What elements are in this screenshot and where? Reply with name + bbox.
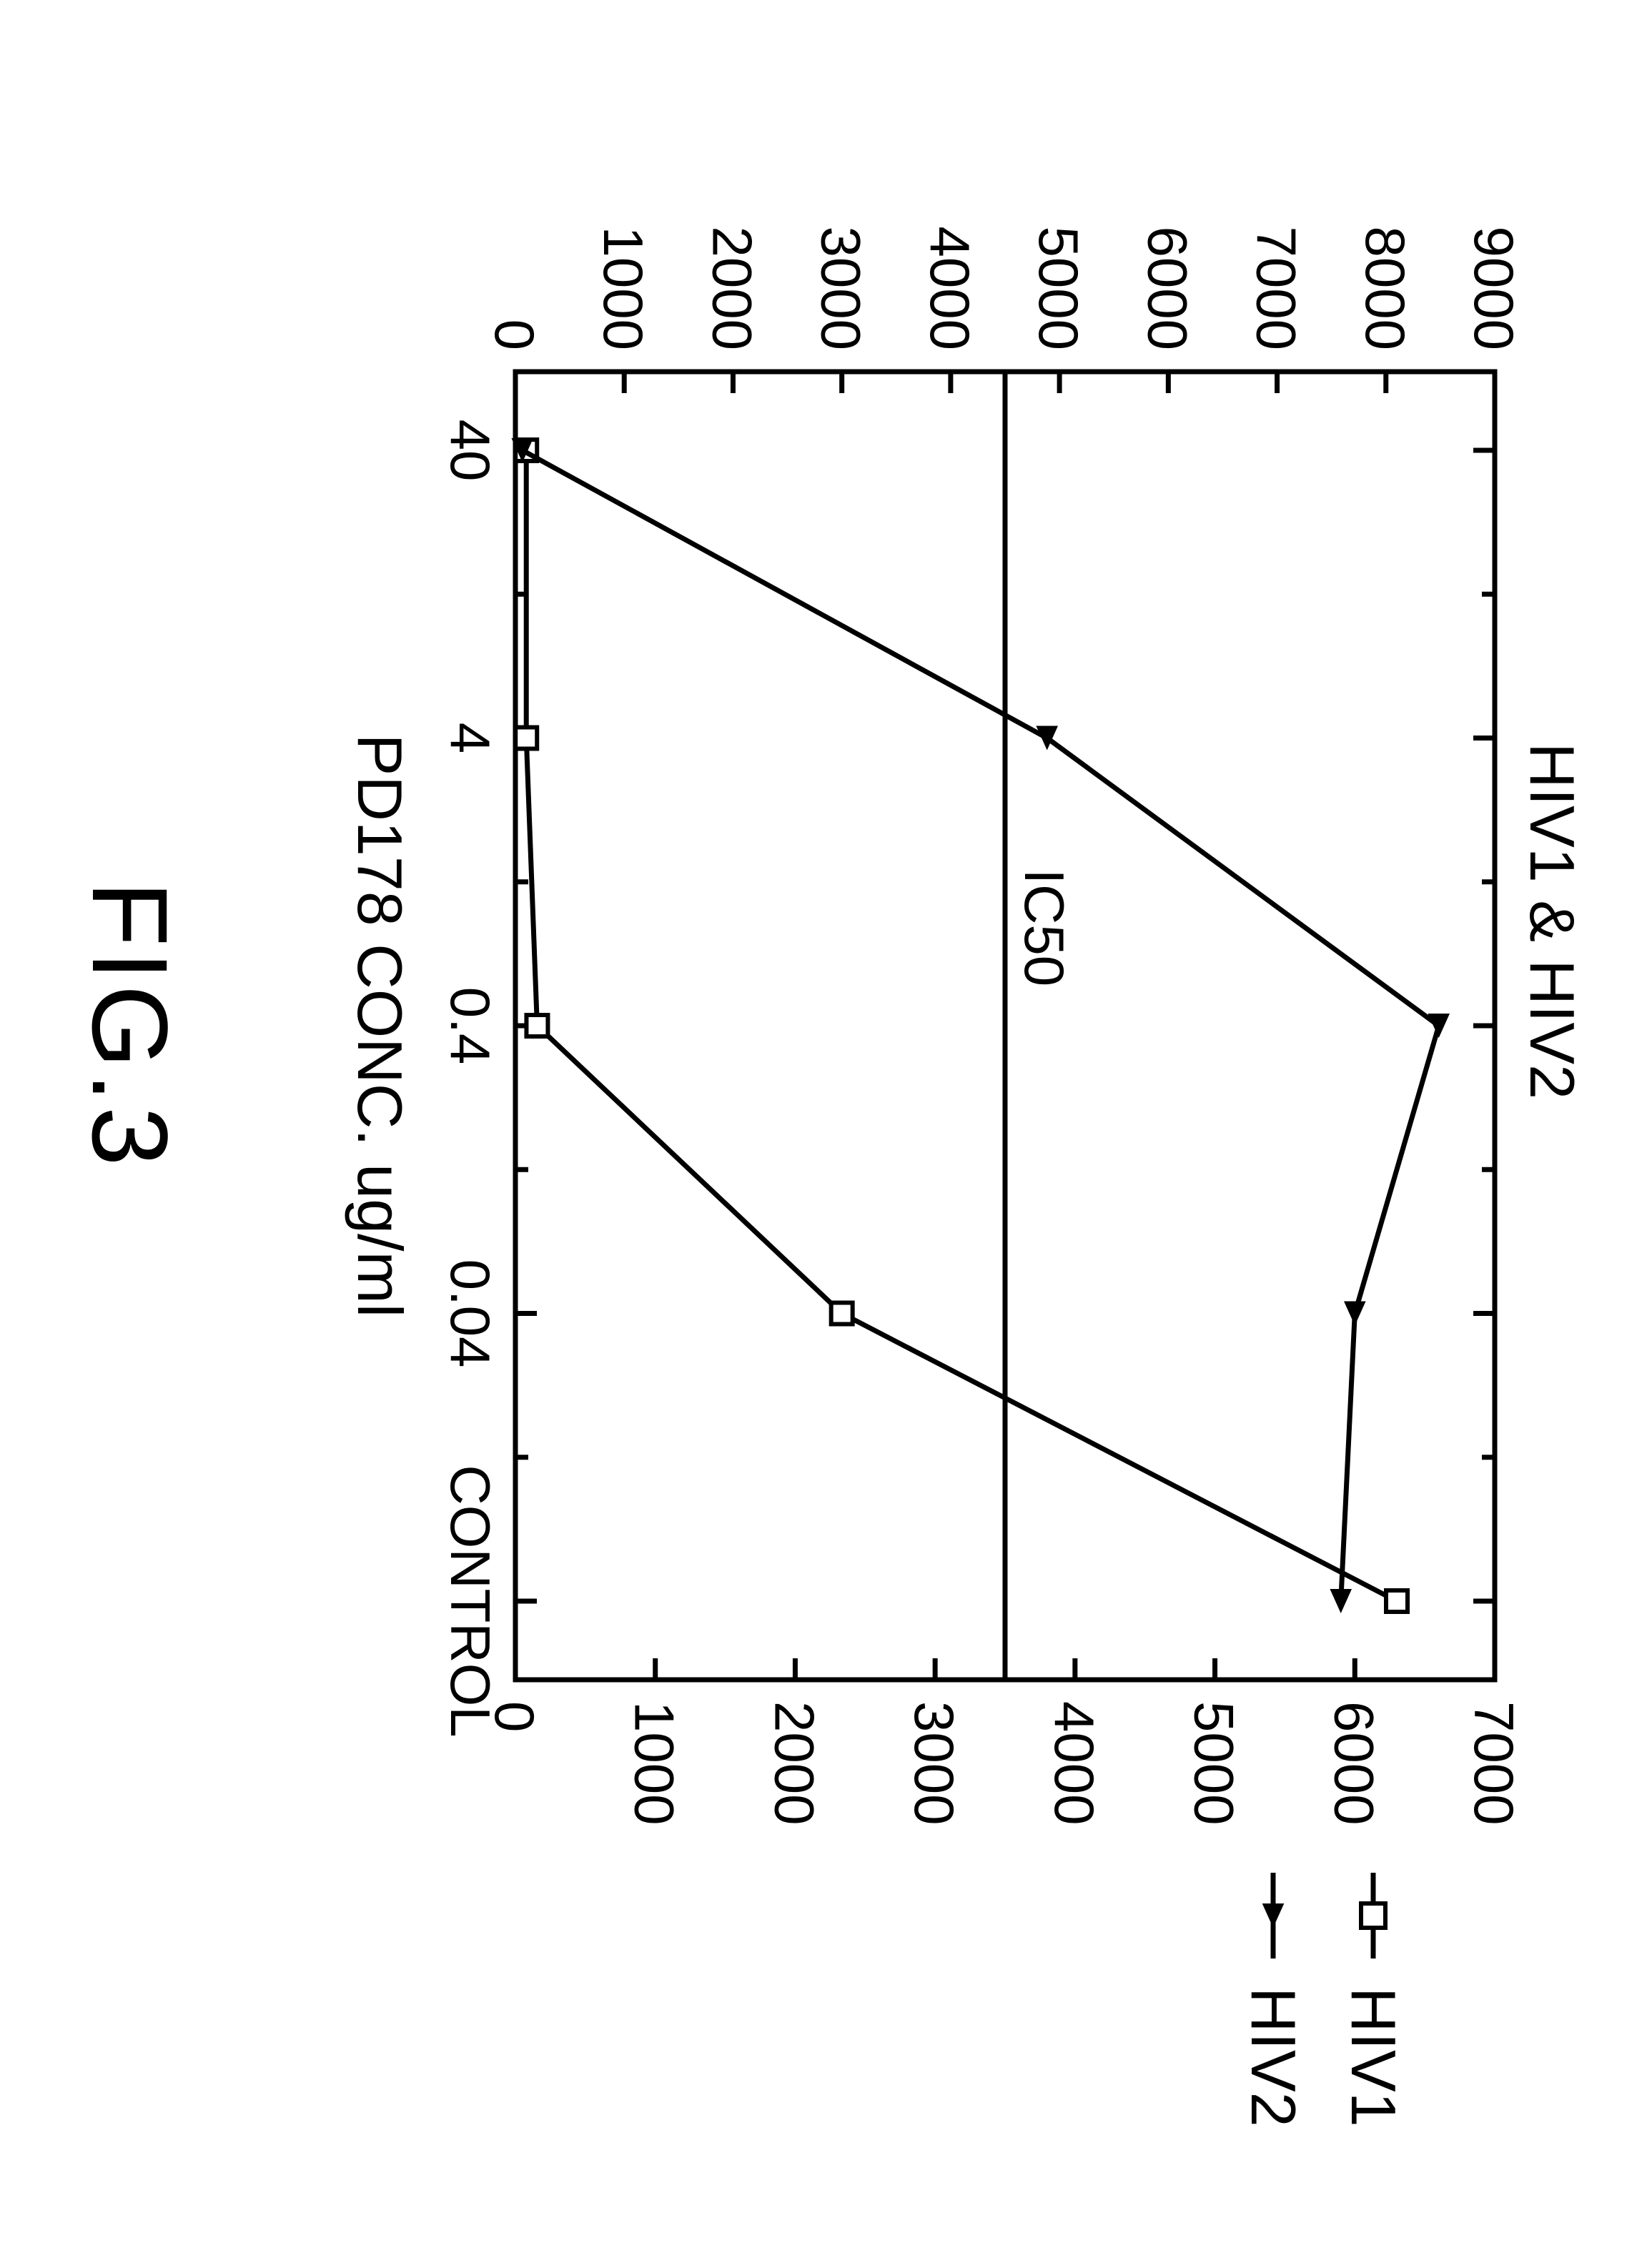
x-tick-label: 40 xyxy=(439,420,502,482)
legend-label: HIV1 xyxy=(1338,1987,1409,2127)
y-right-tick-label: 3000 xyxy=(903,1701,966,1826)
legend-marker xyxy=(1361,1903,1385,1928)
series-marker-HIV1 xyxy=(515,728,537,749)
chart-title: HIV1 & HIV2 xyxy=(1517,743,1588,1099)
series-marker-HIV1 xyxy=(831,1303,853,1324)
y-left-tick-label: 8000 xyxy=(1354,226,1417,350)
x-tick-label: 0.4 xyxy=(439,987,502,1064)
x-axis-label: PD178 CONC. ug/ml xyxy=(345,734,415,1318)
series-line-HIV1 xyxy=(526,450,1397,1601)
y-right-tick-label: 7000 xyxy=(1463,1701,1525,1826)
y-left-tick-label: 0 xyxy=(483,320,546,350)
y-left-tick-label: 3000 xyxy=(810,226,873,350)
x-tick-label: 4 xyxy=(439,723,502,753)
y-right-tick-label: 6000 xyxy=(1322,1701,1385,1826)
figure-caption: FIG.3 xyxy=(70,881,190,1170)
y-right-tick-label: 2000 xyxy=(763,1701,826,1826)
y-left-tick-label: 9000 xyxy=(1463,226,1525,350)
y-left-tick-label: 6000 xyxy=(1136,226,1199,350)
y-left-tick-label: 2000 xyxy=(701,226,763,350)
y-right-tick-label: 5000 xyxy=(1183,1701,1246,1826)
y-right-tick-label: 0 xyxy=(483,1701,546,1732)
series-marker-HIV1 xyxy=(526,1015,548,1036)
y-left-tick-label: 4000 xyxy=(919,226,981,350)
series-marker-HIV1 xyxy=(1386,1590,1408,1612)
y-right-tick-label: 1000 xyxy=(623,1701,686,1826)
y-left-tick-label: 1000 xyxy=(592,226,655,350)
ic50-label: IC50 xyxy=(1013,868,1076,986)
series-marker-HIV2 xyxy=(1330,1589,1352,1613)
y-left-tick-label: 7000 xyxy=(1245,226,1308,350)
series-line-HIV2 xyxy=(523,450,1439,1601)
series-marker-HIV2 xyxy=(1344,1302,1366,1326)
series-marker-HIV2 xyxy=(1428,1014,1450,1038)
y-left-tick-label: 5000 xyxy=(1027,226,1090,350)
legend-label: HIV2 xyxy=(1238,1987,1309,2127)
legend-marker xyxy=(1262,1903,1285,1928)
y-right-tick-label: 4000 xyxy=(1043,1701,1106,1826)
x-tick-label: CONTROL xyxy=(439,1465,502,1737)
x-tick-label: 0.04 xyxy=(439,1259,502,1368)
